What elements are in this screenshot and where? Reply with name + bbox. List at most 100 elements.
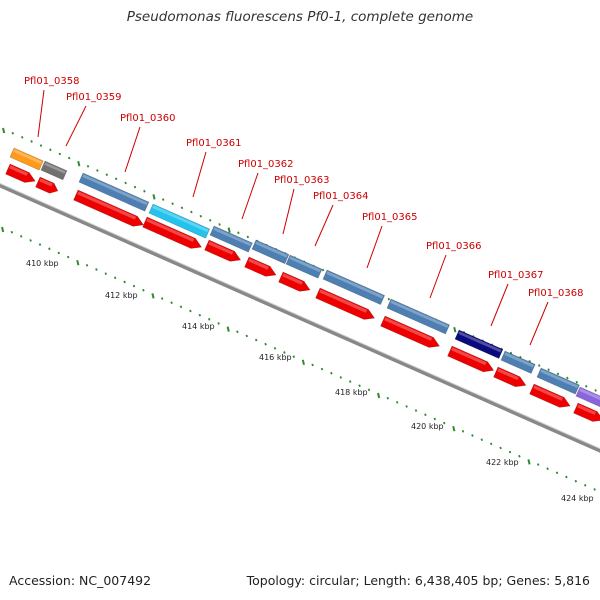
scale-tick (311, 363, 314, 367)
cds-arrow (315, 287, 376, 320)
scale-tick (123, 280, 126, 284)
cds-arrow (529, 383, 571, 408)
scale-tick (377, 392, 381, 399)
scale-tick (387, 297, 391, 301)
scale-tick (546, 467, 549, 471)
scale-tick (442, 421, 446, 425)
scale-tick (547, 368, 550, 372)
scale-tick (95, 268, 98, 271)
cds-arrow (493, 366, 527, 388)
cog-feature (148, 203, 211, 239)
scale-tick (77, 160, 81, 167)
scale-tick (104, 272, 108, 275)
cog-feature (322, 269, 386, 305)
scale-tick (453, 326, 457, 333)
scale-tick (536, 463, 540, 466)
scale-tick (556, 372, 560, 376)
gene-label: Pfl01_0365 (362, 212, 418, 223)
accession-text: Accession: NC_007492 (9, 573, 152, 588)
gene-label: Pfl01_0359 (66, 92, 122, 103)
scale-tick (395, 400, 399, 404)
scale-tick (537, 364, 541, 367)
label-leader (241, 172, 259, 220)
scale-tick (565, 475, 568, 479)
backbone-line (0, 183, 600, 453)
scale-tick (236, 330, 239, 334)
kbp-label: 416 kbp (259, 353, 292, 362)
scale-tick (254, 338, 258, 342)
scale-tick (237, 231, 240, 235)
scale-tick (584, 384, 588, 388)
scale-tick (66, 255, 70, 259)
scale-tick (105, 173, 109, 176)
label-leader (37, 89, 45, 138)
cog-feature (251, 239, 290, 265)
scale-tick (142, 288, 145, 292)
scale-tick (29, 239, 32, 242)
scale-tick (339, 376, 343, 379)
scale-tick (86, 165, 90, 168)
cds-arrow (278, 271, 311, 292)
scale-tick (519, 355, 522, 359)
backbone-highlight (0, 182, 600, 450)
cog-feature (9, 147, 44, 171)
cog-track (9, 147, 600, 409)
scale-tick (574, 479, 578, 483)
scale-tick (480, 438, 484, 441)
scale-tick (207, 317, 211, 321)
scale-tick (10, 230, 14, 234)
scale-tick (414, 409, 418, 412)
scale-tick (143, 189, 146, 193)
gene-label: Pfl01_0360 (120, 113, 176, 124)
scale-tick (39, 144, 43, 147)
kbp-label: 414 kbp (182, 322, 215, 331)
scale-tick (509, 351, 513, 355)
scale-tick (227, 227, 231, 233)
scale-tick (76, 259, 80, 266)
gene-label: Pfl01_0358 (24, 76, 80, 87)
label-leader (192, 151, 207, 198)
scale-tick (348, 380, 352, 383)
scale-tick (405, 405, 408, 408)
scale-tick (518, 454, 521, 458)
scale-tick (433, 417, 437, 421)
gene-label: Pfl01_0361 (186, 138, 242, 149)
scale-tick (292, 355, 296, 358)
gene-label: Pfl01_0363 (274, 175, 330, 186)
scale-tick (38, 243, 42, 246)
scale-tick (489, 442, 493, 446)
scale-tick (57, 251, 61, 255)
scale-tick (11, 131, 15, 135)
scale-tick (566, 376, 569, 380)
cog-feature (285, 254, 323, 279)
kbp-labels: 410 kbp 412 kbp 414 kbp 416 kbp 418 kbp 420 k… (26, 259, 594, 503)
gene-label: Pfl01_0368 (528, 288, 584, 299)
label-leader (529, 301, 549, 346)
scale-tick (461, 430, 465, 433)
scale-tick (113, 276, 117, 280)
scale-tick (132, 284, 136, 288)
scale-tick (133, 185, 137, 189)
scale-tick (124, 181, 127, 185)
gene-label: Pfl01_0366 (426, 241, 482, 252)
scale-tick (179, 305, 183, 309)
scale-tick (49, 148, 52, 152)
scale-tick (30, 140, 33, 143)
scale-tick (321, 268, 325, 272)
cds-track (5, 163, 600, 422)
scale-tick (499, 446, 502, 450)
label-leaders (37, 89, 549, 346)
scale-tick (508, 450, 512, 454)
scale-tick (180, 206, 184, 210)
scale-tick (301, 359, 305, 366)
kbp-label: 410 kbp (26, 259, 59, 268)
scale-tick (593, 488, 596, 491)
scale-tick (208, 218, 212, 222)
scale-tick (246, 235, 250, 239)
scale-tick (85, 264, 89, 267)
cds-arrow (204, 239, 242, 262)
kbp-label: 412 kbp (105, 291, 138, 300)
scale-tick (96, 169, 99, 172)
scale-tick (452, 425, 456, 432)
gene-label: Pfl01_0364 (313, 191, 369, 202)
